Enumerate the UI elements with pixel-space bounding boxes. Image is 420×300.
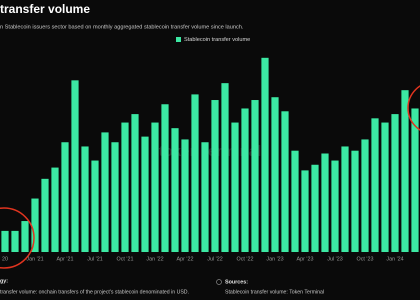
bar [131, 114, 139, 252]
bar [261, 57, 269, 252]
x-tick-label: Jul '21 [87, 256, 102, 262]
bar [81, 146, 89, 252]
bar [161, 104, 169, 252]
bar [11, 230, 19, 252]
x-tick-label: 20 [2, 256, 8, 262]
bar [181, 139, 189, 252]
bar [321, 153, 329, 252]
bar [391, 114, 399, 252]
bar [371, 118, 379, 252]
bar [141, 136, 149, 252]
x-tick-label: Jul '23 [327, 256, 342, 262]
bar [91, 160, 99, 252]
bar [401, 90, 409, 252]
bar [101, 132, 109, 252]
bar [51, 167, 59, 252]
bar [31, 198, 39, 252]
sources-heading: Sources: [225, 279, 248, 285]
bar [301, 170, 309, 252]
bar [411, 108, 419, 252]
x-tick-label: Jan '21 [26, 256, 43, 262]
x-tick-label: Apr '21 [57, 256, 74, 262]
x-tick-label: Oct '21 [117, 256, 134, 262]
legend-label: Stablecoin transfer volume [184, 37, 250, 43]
highlight-circle [0, 207, 35, 269]
plot-area [1, 57, 419, 253]
bar [211, 100, 219, 253]
bar [221, 83, 229, 253]
sources-icon [216, 279, 222, 285]
bar [201, 142, 209, 252]
x-tick-label: Oct '22 [237, 256, 254, 262]
bar [41, 178, 49, 252]
x-tick-label: Jan '22 [146, 256, 163, 262]
chart-title: transfer volume [0, 2, 90, 16]
bar [61, 142, 69, 252]
methodology-text: transfer volume: onchain transfers of th… [0, 289, 189, 295]
bar [341, 146, 349, 252]
x-tick-label: Apr '22 [177, 256, 194, 262]
sources-text: Stablecoin transfer volume: Token Termin… [225, 289, 324, 295]
legend-swatch [176, 37, 181, 42]
bar [281, 111, 289, 253]
x-tick-label: Jan '24 [386, 256, 403, 262]
bar [231, 122, 239, 253]
x-tick-label: Jul '22 [207, 256, 222, 262]
bar [331, 160, 339, 252]
bar [291, 150, 299, 252]
bar [151, 122, 159, 253]
methodology-heading: gy: [0, 278, 8, 284]
chart-subtitle: n Stablecoin issuers sector based on mon… [0, 24, 244, 30]
bar [1, 230, 9, 252]
bar [311, 164, 319, 252]
bar [111, 142, 119, 252]
x-tick-label: Jan '23 [266, 256, 283, 262]
bar [71, 80, 79, 252]
bar [191, 94, 199, 253]
bar [241, 108, 249, 252]
bar [381, 122, 389, 253]
x-tick-label: Oct '23 [357, 256, 374, 262]
bar [21, 221, 29, 252]
bar [171, 128, 179, 252]
x-tick-label: Apr '23 [297, 256, 314, 262]
highlight-circle [407, 85, 420, 131]
bar [361, 139, 369, 252]
bar [271, 97, 279, 252]
bar [121, 122, 129, 253]
bar [251, 100, 259, 253]
bar [351, 150, 359, 252]
